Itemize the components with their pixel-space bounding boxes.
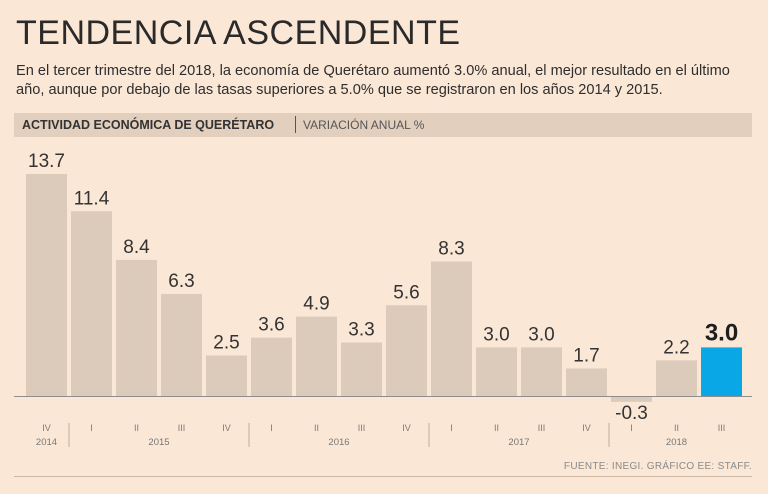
page-title: TENDENCIA ASCENDENTE (16, 14, 461, 52)
bar-8 (341, 342, 382, 396)
bar-value-label: -0.3 (615, 403, 648, 424)
bar-16 (701, 347, 742, 396)
bar-value-label: 3.0 (528, 324, 554, 345)
bar-13 (566, 368, 607, 396)
bottom-divider (14, 476, 752, 477)
bar-3 (116, 259, 157, 396)
quarter-tick-label: IV (582, 423, 591, 433)
year-label: 2018 (666, 437, 687, 448)
quarter-tick-label: I (630, 423, 633, 433)
year-label: 2015 (148, 437, 169, 448)
year-label: 2016 (328, 437, 349, 448)
bar-value-label: 13.7 (28, 151, 65, 172)
bar-value-label: 3.0 (483, 324, 509, 345)
bar-11 (476, 347, 517, 396)
quarter-tick-label: III (358, 423, 366, 433)
bar-15 (656, 360, 697, 396)
quarter-tick-label: II (134, 423, 139, 433)
chart-unit-label: VARIACIÓN ANUAL % (303, 118, 425, 132)
bar-value-label: 2.5 (213, 332, 239, 353)
page-subtitle: En el tercer trimestre del 2018, la econ… (16, 63, 730, 98)
bar-9 (386, 305, 427, 396)
quarter-tick-label: IV (42, 423, 51, 433)
bar-12 (521, 347, 562, 396)
year-label: 2017 (508, 437, 529, 448)
bar-6 (251, 337, 292, 396)
bar-2 (71, 211, 112, 396)
bar-value-label: 8.4 (123, 237, 150, 258)
bar-14 (611, 397, 652, 402)
bar-value-label: 5.6 (393, 282, 419, 303)
bar-10 (431, 261, 472, 396)
bar-value-label: 8.3 (438, 239, 464, 260)
bar-value-label: 11.4 (74, 188, 110, 209)
quarter-tick-label: I (90, 423, 93, 433)
quarter-tick-label: I (270, 423, 273, 433)
bar-5 (206, 355, 247, 396)
bar-value-label: 3.0 (705, 319, 738, 346)
quarter-tick-label: III (178, 423, 186, 433)
bar-value-label: 3.6 (258, 315, 284, 336)
quarter-tick-label: I (450, 423, 453, 433)
bar-value-label: 3.3 (348, 320, 374, 341)
bar-1 (26, 174, 67, 396)
quarter-tick-label: III (538, 423, 546, 433)
chart-title: ACTIVIDAD ECONÓMICA DE QUERÉTARO (22, 118, 275, 132)
quarter-tick-label: II (314, 423, 319, 433)
bar-4 (161, 293, 202, 396)
quarter-tick-label: III (718, 423, 726, 433)
bar-value-label: 1.7 (573, 345, 599, 366)
quarter-tick-label: IV (402, 423, 411, 433)
bar-value-label: 6.3 (168, 271, 194, 292)
band-divider (295, 116, 296, 133)
quarter-tick-label: IV (222, 423, 231, 433)
bar-value-label: 4.9 (303, 294, 329, 315)
year-label: 2014 (36, 437, 57, 448)
bar-value-label: 2.2 (663, 337, 689, 358)
bar-7 (296, 316, 337, 396)
quarter-tick-label: II (494, 423, 499, 433)
chart-header-band: ACTIVIDAD ECONÓMICA DE QUERÉTARO VARIACI… (14, 113, 752, 137)
quarter-tick-label: II (674, 423, 679, 433)
source-note: FUENTE: INEGI. GRÁFICO EE: STAFF. (563, 461, 752, 472)
